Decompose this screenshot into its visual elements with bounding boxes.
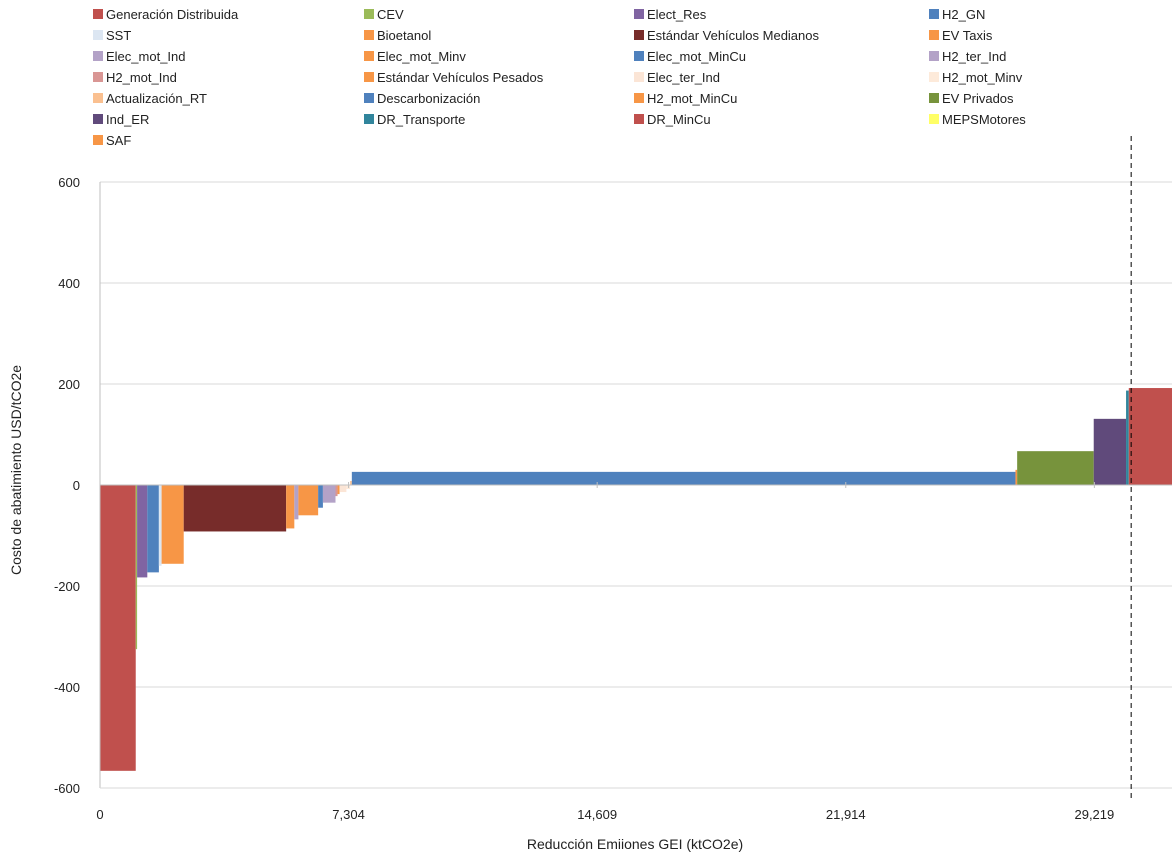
legend-swatch (929, 93, 939, 103)
y-tick-label: 400 (58, 276, 80, 291)
bar (318, 485, 323, 508)
axes (99, 136, 1172, 798)
legend-label: H2_mot_Ind (106, 70, 177, 85)
bar (135, 485, 138, 650)
legend-swatch (93, 9, 103, 19)
bar (183, 485, 287, 532)
legend-swatch (634, 9, 644, 19)
bar (294, 485, 299, 520)
legend-swatch (93, 30, 103, 40)
legend-swatch (634, 114, 644, 124)
tick-labels: -600 -400 -200 0 200 400 600 0 7,304 14,609 21,914… (54, 175, 1114, 822)
legend-swatch (93, 72, 103, 82)
legend-swatch (93, 51, 103, 61)
bar (1093, 418, 1127, 485)
y-axis-title: Costo de abatimiento USD/tCO2e (8, 365, 24, 575)
legend-swatch (93, 135, 103, 145)
legend-label: H2_GN (942, 7, 985, 22)
y-tick-label: -400 (54, 680, 80, 695)
x-tick-label: 7,304 (332, 807, 365, 822)
legend-swatch (634, 51, 644, 61)
legend-swatch (929, 30, 939, 40)
legend-swatch (929, 51, 939, 61)
legend-swatch (929, 9, 939, 19)
legend: Generación Distribuida CEV Elect_Res H2_GN S… (93, 7, 1026, 148)
bar (298, 485, 319, 516)
legend-label: Ind_ER (106, 112, 149, 127)
y-tick-label: -600 (54, 781, 80, 796)
legend-label: H2_mot_Minv (942, 70, 1023, 85)
bar (350, 480, 352, 485)
bar (100, 485, 136, 771)
legend-label: EV Privados (942, 91, 1014, 106)
legend-swatch (634, 30, 644, 40)
x-tick-label: 21,914 (826, 807, 866, 822)
x-tick-label: 14,609 (577, 807, 617, 822)
legend-swatch (93, 93, 103, 103)
legend-label: Elec_mot_Minv (377, 49, 466, 64)
bar (137, 485, 148, 578)
legend-label: Estándar Vehículos Medianos (647, 28, 819, 43)
legend-swatch (364, 30, 374, 40)
bar (1015, 469, 1018, 485)
bar (337, 485, 340, 495)
legend-label: Elec_ter_Ind (647, 70, 720, 85)
legend-label: Bioetanol (377, 28, 431, 43)
y-tick-label: 600 (58, 175, 80, 190)
legend-label: MEPSMotores (942, 112, 1026, 127)
legend-label: DR_Transporte (377, 112, 465, 127)
legend-swatch (364, 51, 374, 61)
bar (1017, 451, 1094, 485)
legend-swatch (929, 72, 939, 82)
legend-label: Descarbonización (377, 91, 480, 106)
bar (286, 485, 295, 529)
y-tick-label: 200 (58, 377, 80, 392)
legend-label: Generación Distribuida (106, 7, 239, 22)
y-tick-label: -200 (54, 579, 80, 594)
bars (100, 388, 1172, 771)
legend-label: Actualización_RT (106, 91, 207, 106)
bar (158, 485, 162, 566)
bar (161, 485, 184, 564)
x-tick-label: 0 (96, 807, 103, 822)
bar (1126, 390, 1129, 485)
legend-label: DR_MinCu (647, 112, 711, 127)
legend-label: Estándar Vehículos Pesados (377, 70, 544, 85)
bar (1128, 388, 1172, 485)
legend-label: Elect_Res (647, 7, 707, 22)
legend-swatch (929, 114, 939, 124)
bar (322, 485, 336, 503)
legend-label: Elec_mot_Ind (106, 49, 186, 64)
legend-swatch (364, 114, 374, 124)
legend-label: SAF (106, 133, 131, 148)
y-tick-label: 0 (73, 478, 80, 493)
legend-swatch (364, 93, 374, 103)
legend-label: CEV (377, 7, 404, 22)
bar (147, 485, 159, 573)
legend-swatch (634, 93, 644, 103)
bar (335, 485, 338, 497)
legend-swatch (364, 72, 374, 82)
legend-swatch (93, 114, 103, 124)
legend-label: SST (106, 28, 131, 43)
legend-label: H2_ter_Ind (942, 49, 1006, 64)
legend-label: Elec_mot_MinCu (647, 49, 746, 64)
legend-swatch (364, 9, 374, 19)
legend-label: EV Taxis (942, 28, 993, 43)
legend-label: H2_mot_MinCu (647, 91, 737, 106)
bar (351, 471, 1016, 485)
x-tick-label: 29,219 (1074, 807, 1114, 822)
bar (339, 485, 347, 493)
x-axis-title: Reducción Emiiones GEI (ktCO2e) (527, 836, 743, 852)
legend-swatch (634, 72, 644, 82)
